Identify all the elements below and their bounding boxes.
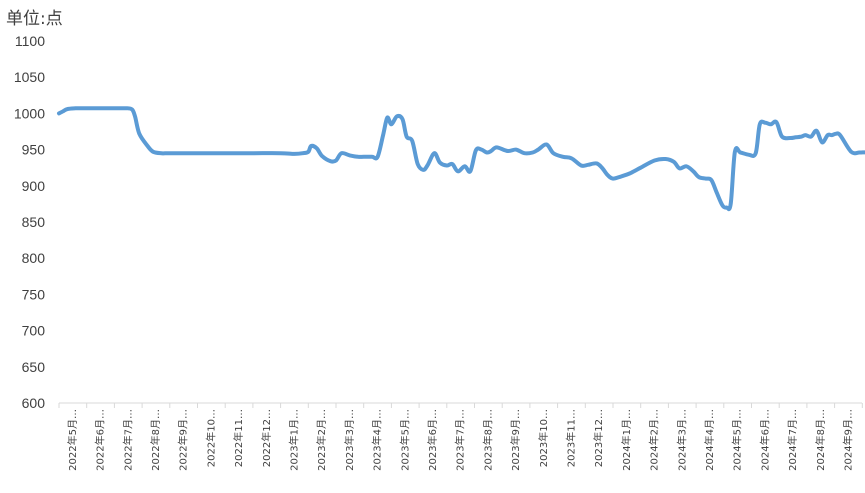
x-tick-label: 2022年10…	[204, 409, 217, 467]
x-tick-label: 2024年1月…	[620, 409, 633, 471]
y-tick-label: 1000	[14, 105, 45, 121]
x-tick-label: 2023年11…	[564, 409, 577, 467]
x-tick-label: 2024年5月…	[731, 409, 744, 471]
x-tick-label: 2022年7月…	[121, 409, 134, 471]
x-tick-label: 2023年1月…	[287, 409, 300, 471]
x-tick-label: 2024年3月…	[675, 409, 688, 471]
y-tick-label: 900	[22, 178, 46, 194]
y-tick-label: 750	[22, 286, 46, 302]
unit-label: 单位:点	[6, 9, 63, 29]
y-tick-label: 800	[22, 250, 46, 266]
x-tick-label: 2022年11…	[232, 409, 245, 467]
y-tick-label: 700	[22, 323, 46, 339]
x-tick-label: 2024年7月…	[786, 409, 799, 471]
x-tick-label: 2023年5月…	[398, 409, 411, 471]
y-tick-label: 850	[22, 214, 46, 230]
x-tick-label: 2024年6月…	[758, 409, 771, 471]
x-tick-label: 2022年8月…	[149, 409, 162, 471]
x-tick-label: 2023年6月…	[426, 409, 439, 471]
x-tick-label: 2024年8月…	[814, 409, 827, 471]
x-tick-label: 2023年10…	[537, 409, 550, 467]
x-tick-label: 2023年4月…	[371, 409, 384, 471]
x-tick-label: 2022年9月…	[177, 409, 190, 471]
x-tick-label: 2024年4月…	[703, 409, 716, 471]
y-tick-label: 600	[22, 395, 46, 411]
x-tick-label: 2023年3月…	[343, 409, 356, 471]
x-tick-label: 2022年6月…	[94, 409, 107, 471]
y-tick-label: 650	[22, 359, 46, 375]
x-tick-label: 2022年12…	[260, 409, 273, 467]
x-tick-label: 2024年9月…	[841, 409, 854, 471]
x-tick-label: 2023年2月…	[315, 409, 328, 471]
x-tick-label: 2023年8月…	[481, 409, 494, 471]
x-tick-label: 2022年5月…	[66, 409, 79, 471]
y-tick-label: 950	[22, 142, 46, 158]
x-tick-label: 2023年7月…	[454, 409, 467, 471]
x-tick-label: 2023年12…	[592, 409, 605, 467]
x-tick-label: 2023年9月…	[509, 409, 522, 471]
y-tick-label: 1050	[14, 69, 45, 85]
x-tick-label: 2024年2月…	[648, 409, 661, 471]
series-line	[57, 106, 865, 212]
y-tick-label: 1100	[15, 33, 45, 49]
